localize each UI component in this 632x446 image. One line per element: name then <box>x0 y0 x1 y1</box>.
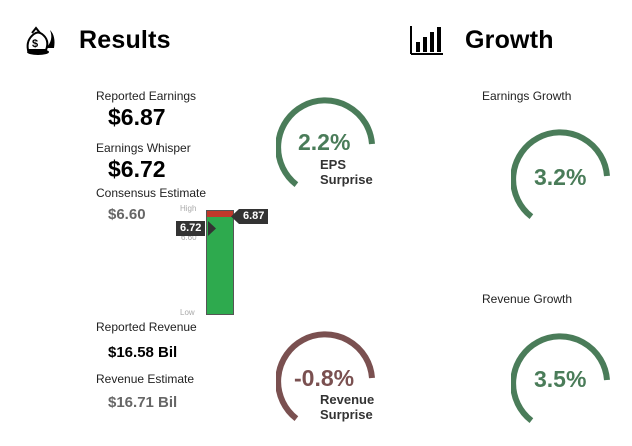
reported-tag-label: 6.87 <box>239 209 269 224</box>
gauge-bar-top <box>207 211 233 217</box>
whisper-tag-arrow-icon <box>208 221 216 236</box>
gauge-high-label: High <box>180 204 197 213</box>
eps-surprise-caption-2: Surprise <box>320 172 373 187</box>
earnings-growth-value: 3.2% <box>534 164 587 190</box>
money-bag-icon: $ <box>24 26 58 56</box>
consensus-estimate-value: $6.60 <box>108 206 146 223</box>
revenue-growth-value: 3.5% <box>534 366 587 392</box>
reported-revenue-value: $16.58 Bil <box>108 344 178 361</box>
earnings-growth-ring <box>510 126 611 226</box>
revenue-growth-ring <box>510 330 611 430</box>
eps-surprise-caption-1: EPS <box>320 157 347 172</box>
growth-title: Growth <box>465 26 554 54</box>
revenue-growth-label: Revenue Growth <box>482 292 573 306</box>
earnings-whisper-value: $6.72 <box>108 156 166 182</box>
eps-surprise-arc <box>275 97 375 187</box>
svg-text:$: $ <box>32 38 38 50</box>
consensus-estimate-label: Consensus Estimate <box>96 186 207 200</box>
earnings-growth-label: Earnings Growth <box>482 89 572 103</box>
whisper-tag-label: 6.72 <box>176 221 206 236</box>
revenue-surprise-value: -0.8% <box>294 365 355 391</box>
reported-revenue-label: Reported Revenue <box>96 320 197 334</box>
gauge-low-label: Low <box>180 308 195 317</box>
eps-surprise-value: 2.2% <box>298 129 351 155</box>
reported-earnings-value: $6.87 <box>108 104 166 130</box>
revenue-surprise-arc <box>275 331 375 421</box>
revenue-surprise-caption-2: Surprise <box>320 407 373 422</box>
eps-surprise-ring <box>275 94 376 194</box>
earnings-whisper-label: Earnings Whisper <box>96 141 191 155</box>
revenue-surprise-ring <box>275 328 376 428</box>
gauge-mid-label: 6.60 <box>181 233 197 242</box>
revenue-estimate-value: $16.71 Bil <box>108 394 178 411</box>
revenue-estimate-label: Revenue Estimate <box>96 372 195 386</box>
reported-earnings-label: Reported Earnings <box>96 89 197 103</box>
revenue-surprise-caption-1: Revenue <box>320 392 375 407</box>
earnings-growth-arc <box>510 129 610 219</box>
revenue-growth-arc <box>510 333 610 423</box>
results-title: Results <box>79 26 171 54</box>
bar-chart-icon <box>409 24 445 56</box>
reported-tag-arrow-icon <box>231 209 239 224</box>
